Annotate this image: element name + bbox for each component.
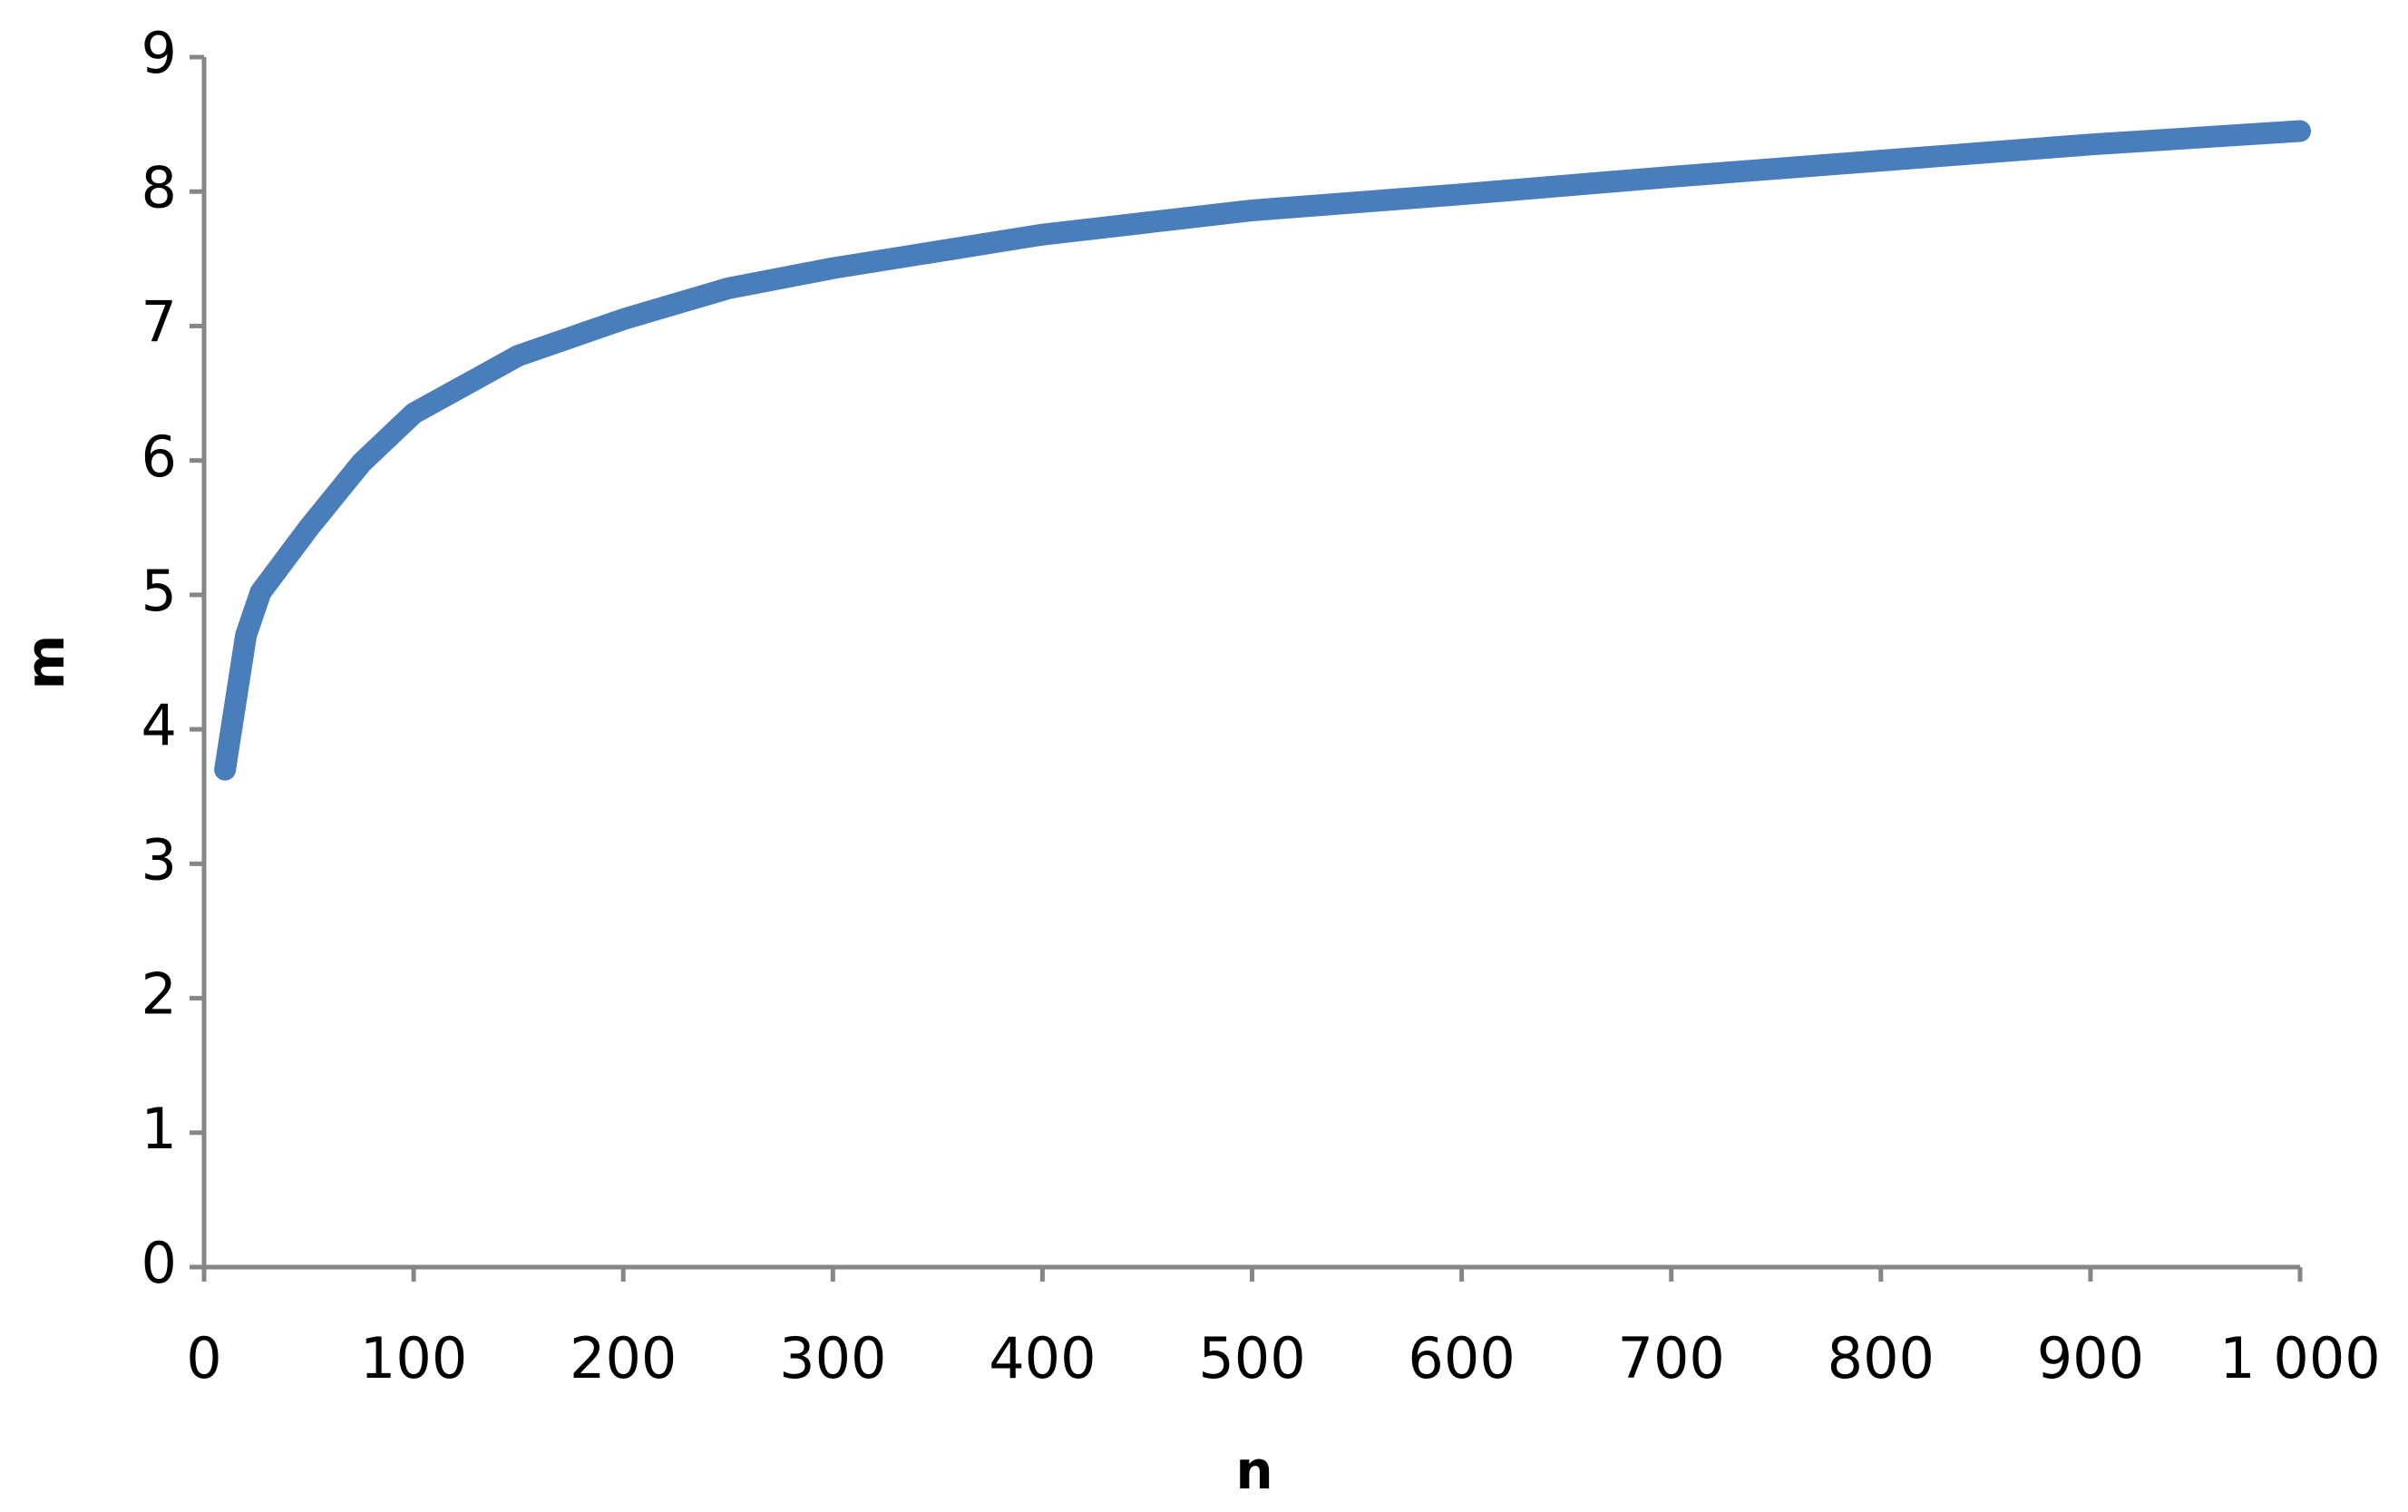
x-tick-label: 800	[1828, 1325, 1935, 1391]
x-tick-label: 100	[360, 1325, 467, 1391]
x-tick-label: 700	[1618, 1325, 1725, 1391]
y-tick-label: 7	[141, 289, 177, 356]
y-tick-label: 2	[141, 961, 177, 1028]
x-tick-label: 1 000	[2219, 1325, 2381, 1391]
x-tick-label: 500	[1198, 1325, 1305, 1391]
y-tick-label: 9	[141, 20, 177, 86]
y-tick-label: 8	[141, 154, 177, 220]
y-tick-label: 4	[141, 692, 177, 758]
y-tick-label: 1	[141, 1096, 177, 1162]
y-tick-label: 5	[141, 558, 177, 624]
y-tick-label: 6	[141, 424, 177, 490]
data-line	[214, 120, 2311, 781]
x-tick-label: 200	[570, 1325, 677, 1391]
x-tick-label: 400	[989, 1325, 1096, 1391]
y-tick-label: 3	[141, 826, 177, 893]
x-tick-label: 900	[2037, 1325, 2144, 1391]
y-tick-label: 0	[141, 1230, 177, 1296]
x-tick-label: 0	[186, 1325, 221, 1391]
x-axis-title: n	[1235, 1439, 1272, 1501]
y-axis-title: m	[15, 635, 76, 689]
x-tick-label: 600	[1408, 1325, 1515, 1391]
x-tick-label: 300	[779, 1325, 886, 1391]
